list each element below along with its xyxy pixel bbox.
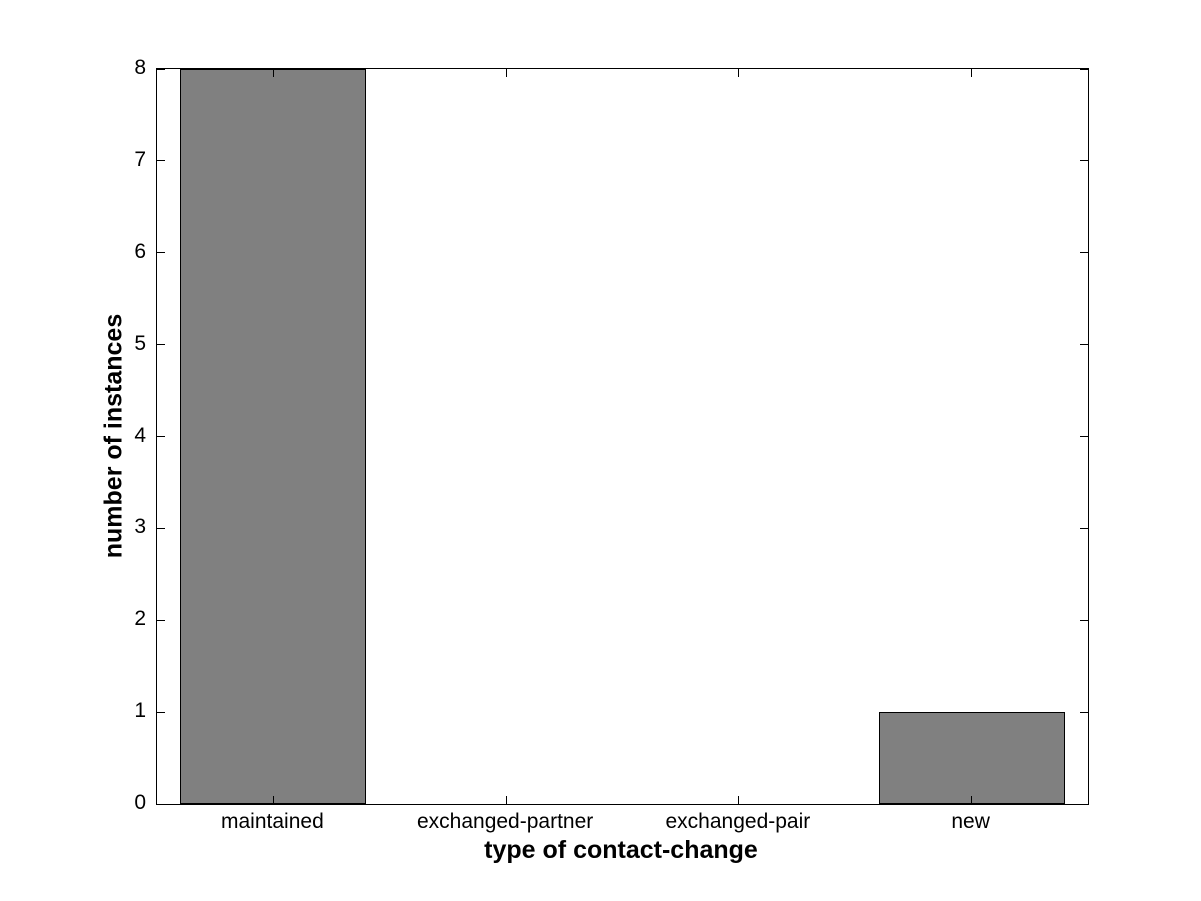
y-tick-left-0 [157,803,165,805]
y-tick-left-5 [157,344,165,346]
y-tick-label-8: 8 [134,56,146,79]
y-tick-label-5: 5 [134,331,146,355]
y-tick-right-0 [1080,803,1088,805]
x-axis-label: type of contact-change [484,836,758,864]
y-tick-label-1: 1 [134,699,146,723]
plot-area [156,68,1089,805]
x-tick-top-exchanged-pair [738,69,740,77]
y-tick-label-6: 6 [134,239,146,263]
y-tick-right-8 [1080,68,1088,70]
y-tick-left-8 [157,68,165,70]
y-tick-label-4: 4 [134,423,146,447]
x-tick-label-maintained: maintained [221,810,324,833]
y-tick-right-1 [1080,711,1088,713]
x-tick-label-new: new [951,810,990,833]
y-tick-right-3 [1080,527,1088,529]
x-tick-bottom-maintained [272,796,274,804]
y-tick-left-7 [157,160,165,162]
y-tick-left-3 [157,527,165,529]
y-tick-left-4 [157,436,165,437]
x-tick-bottom-new [971,796,973,804]
y-tick-label-7: 7 [134,147,146,171]
y-tick-right-4 [1080,436,1088,437]
y-tick-left-1 [157,711,165,713]
y-tick-right-7 [1080,160,1088,162]
x-tick-top-exchanged-partner [505,69,507,77]
y-tick-left-6 [157,252,165,254]
x-tick-label-exchanged-pair: exchanged-pair [665,810,811,833]
y-tick-label-0: 0 [134,791,146,814]
y-tick-label-3: 3 [134,515,146,539]
y-tick-right-2 [1080,619,1088,621]
y-tick-right-5 [1080,344,1088,346]
x-tick-top-maintained [272,69,274,77]
y-tick-right-6 [1080,252,1088,254]
x-tick-label-exchanged-partner: exchanged-partner [416,810,594,833]
x-tick-bottom-exchanged-pair [738,796,740,804]
bar-new [878,712,1065,804]
bar-maintained [180,69,367,804]
x-tick-bottom-exchanged-partner [505,796,507,804]
y-tick-label-2: 2 [134,607,146,631]
y-tick-left-2 [157,619,165,621]
x-tick-top-new [971,69,973,77]
